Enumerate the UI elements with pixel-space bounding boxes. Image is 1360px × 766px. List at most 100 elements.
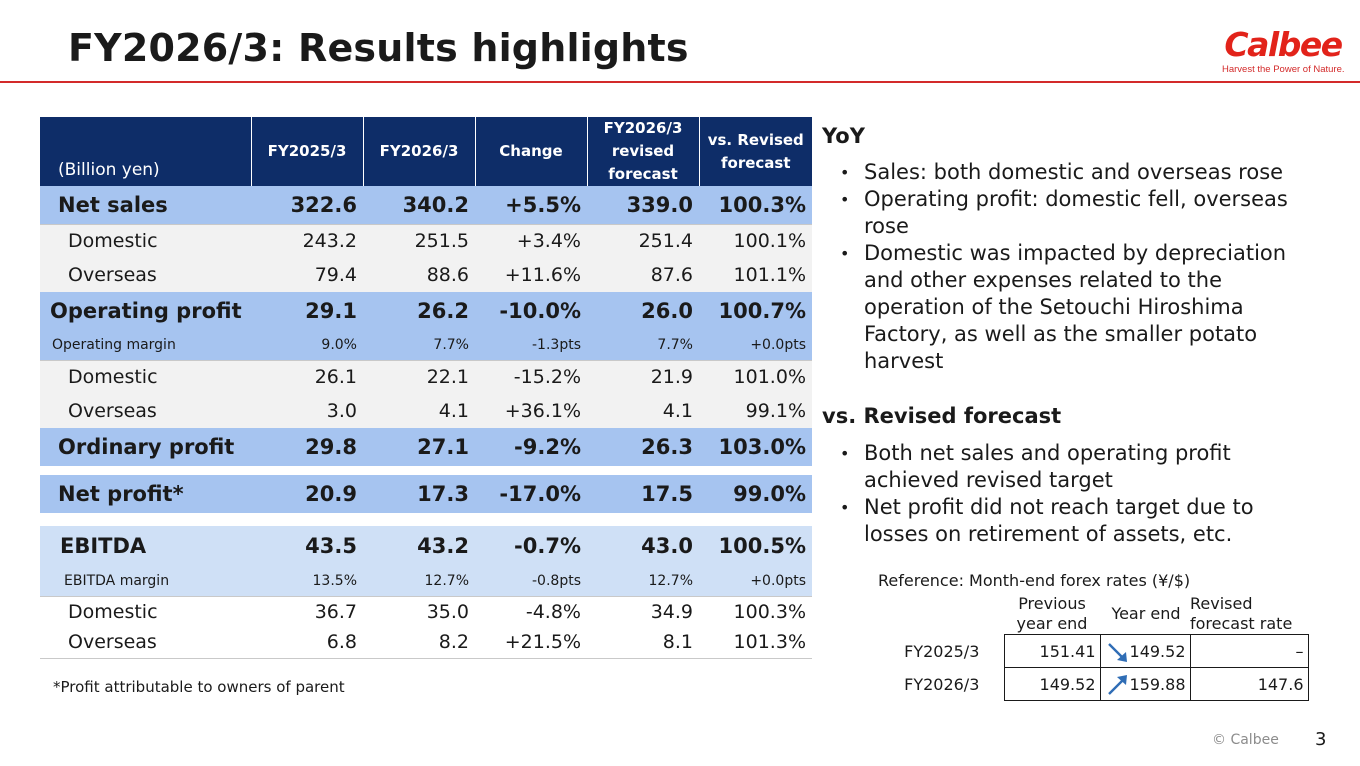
yoy-heading: YoY	[822, 124, 865, 148]
logo-wordmark: Calbee	[1224, 25, 1343, 64]
cell-value: 101.1%	[699, 258, 812, 292]
cell-value: -0.7%	[475, 526, 587, 566]
forex-year-end-cell: 159.88	[1099, 667, 1191, 701]
cell-value: -10.0%	[475, 292, 587, 330]
bullet-text: Domestic was impacted by depreciation an…	[864, 241, 1287, 373]
cell-value: +5.5%	[475, 186, 587, 224]
cell-value: 35.0	[363, 595, 475, 627]
cell-value: 29.8	[251, 428, 363, 466]
cell-value: 34.9	[587, 595, 699, 627]
cell-value: 43.5	[251, 526, 363, 566]
list-item: • Both net sales and operating profit ach…	[840, 440, 1310, 494]
table-row-ebitda-margin: EBITDA margin 13.5% 12.7% -0.8pts 12.7% …	[40, 566, 812, 596]
col-header-text: year end	[1016, 614, 1088, 633]
cell-value: 20.9	[251, 475, 363, 513]
cell-value: 251.4	[587, 223, 699, 258]
list-item: • Net profit did not reach target due to …	[840, 494, 1310, 548]
cell-value: 88.6	[363, 258, 475, 292]
cell-value: -9.2%	[475, 428, 587, 466]
col-header-vs-revised: vs. Revised forecast	[699, 117, 812, 186]
cell-value: 100.1%	[699, 223, 812, 258]
cell-value: 251.5	[363, 223, 475, 258]
cell-value: 7.7%	[363, 330, 475, 360]
cell-value: 340.2	[363, 186, 475, 224]
forex-revised-value: –	[1189, 634, 1309, 668]
cell-value: -4.8%	[475, 595, 587, 627]
page-title: FY2026/3: Results highlights	[68, 26, 689, 70]
row-spacer	[40, 513, 812, 526]
copyright: © Calbee	[1212, 732, 1279, 748]
spacer-cell	[40, 513, 812, 526]
row-label: EBITDA	[40, 526, 251, 566]
forex-year-end-value: 149.52	[1129, 641, 1186, 661]
logo-tagline: Harvest the Power of Nature.	[1222, 64, 1345, 75]
forex-title: Reference: Month-end forex rates (¥/$)	[878, 571, 1191, 590]
cell-value: 103.0%	[699, 428, 812, 466]
cell-value: 22.1	[363, 359, 475, 394]
list-item: • Operating profit: domestic fell, overse…	[840, 186, 1320, 240]
bullet-dot-icon: •	[840, 163, 850, 182]
col-header-change: Change	[475, 117, 588, 186]
cell-value: 17.3	[363, 475, 475, 513]
cell-value: 243.2	[251, 223, 363, 258]
cell-value: 36.7	[251, 595, 363, 627]
cell-value: 17.5	[587, 475, 699, 513]
cell-value: 8.2	[363, 627, 475, 659]
cell-value: +3.4%	[475, 223, 587, 258]
cell-value: +0.0pts	[699, 330, 812, 360]
table-row-ordinary-profit: Ordinary profit 29.8 27.1 -9.2% 26.3 103…	[40, 428, 812, 466]
table-row-sales-overseas: Overseas 79.4 88.6 +11.6% 87.6 101.1%	[40, 258, 812, 292]
bullet-dot-icon: •	[840, 244, 850, 263]
cell-value: 87.6	[587, 258, 699, 292]
col-header-text: revised	[611, 142, 675, 160]
vs-forecast-bullet-list: • Both net sales and operating profit ach…	[840, 440, 1310, 548]
calbee-logo: Calbee Harvest the Power of Nature.	[1222, 25, 1345, 76]
col-header-text: vs. Revised	[707, 130, 804, 149]
table-footnote: *Profit attributable to owners of parent	[53, 678, 345, 696]
cell-value: 26.1	[251, 359, 363, 394]
arrow-up-right-icon	[1107, 675, 1127, 695]
bullet-dot-icon: •	[840, 190, 850, 209]
col-header-text: forecast	[720, 153, 791, 172]
cell-value: 8.1	[587, 627, 699, 659]
cell-value: -17.0%	[475, 475, 587, 513]
cell-value: 7.7%	[587, 330, 699, 360]
forex-revised-value: 147.6	[1189, 667, 1309, 701]
cell-value: 43.2	[363, 526, 475, 566]
col-header-text: forecast rate	[1190, 614, 1293, 633]
cell-value: 12.7%	[363, 566, 475, 596]
cell-value: 4.1	[363, 394, 475, 428]
vs-forecast-heading: vs. Revised forecast	[822, 404, 1062, 428]
col-header-text: Revised	[1190, 594, 1253, 613]
row-label: Domestic	[40, 595, 251, 627]
row-label: Domestic	[40, 223, 251, 258]
cell-value: 322.6	[251, 186, 363, 224]
forex-previous-value: 149.52	[1003, 667, 1101, 701]
forex-year-end-cell: 149.52	[1099, 634, 1191, 668]
table-row-operating-margin: Operating margin 9.0% 7.7% -1.3pts 7.7% …	[40, 330, 812, 360]
table-row-net-sales: Net sales 322.6 340.2 +5.5% 339.0 100.3%	[40, 186, 812, 224]
col-header-text: FY2026/3	[603, 119, 683, 137]
forex-year-end-value: 159.88	[1129, 674, 1186, 694]
bullet-text: Sales: both domestic and overseas rose	[864, 160, 1284, 184]
page-number: 3	[1315, 729, 1327, 750]
cell-value: 79.4	[251, 258, 363, 292]
list-item: • Sales: both domestic and overseas rose	[840, 159, 1320, 186]
bullet-text: Both net sales and operating profit achi…	[864, 441, 1231, 492]
table-row-ebitda-domestic: Domestic 36.7 35.0 -4.8% 34.9 100.3%	[40, 595, 812, 627]
cell-value: 100.7%	[699, 292, 812, 330]
bullet-text: Operating profit: domestic fell, oversea…	[864, 187, 1288, 238]
row-spacer	[40, 466, 812, 475]
row-label: Overseas	[40, 394, 251, 428]
list-item: • Domestic was impacted by depreciation a…	[840, 240, 1320, 375]
cell-value: +0.0pts	[699, 566, 812, 596]
results-table: (Billion yen) FY2025/3 FY2026/3 Change F…	[40, 117, 812, 659]
table-row-net-profit: Net profit* 20.9 17.3 -17.0% 17.5 99.0%	[40, 475, 812, 513]
table-row-ebitda-overseas: Overseas 6.8 8.2 +21.5% 8.1 101.3%	[40, 627, 812, 659]
cell-value: 12.7%	[587, 566, 699, 596]
forex-row-label: FY2025/3	[904, 641, 980, 661]
cell-value: 26.0	[587, 292, 699, 330]
row-label: Domestic	[40, 359, 251, 394]
cell-value: 26.2	[363, 292, 475, 330]
row-label: Net profit*	[40, 475, 251, 513]
